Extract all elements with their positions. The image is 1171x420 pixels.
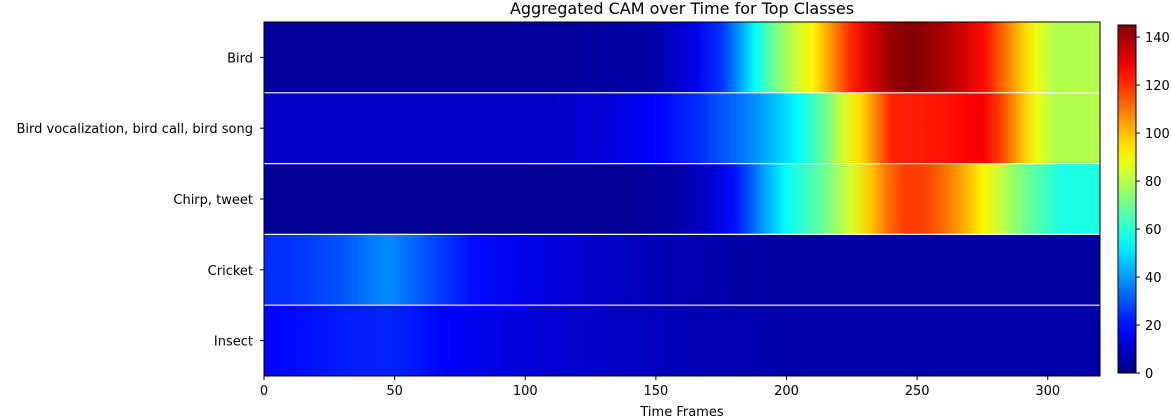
colorbar-tick-label: 60 <box>1145 223 1162 238</box>
heatmap-area <box>263 21 1101 377</box>
x-tick-label: 50 <box>386 384 403 399</box>
colorbar-tick-label: 120 <box>1145 79 1170 94</box>
heatmap-row <box>264 92 1100 164</box>
x-tick-label: 200 <box>774 384 799 399</box>
heatmap-row <box>264 234 1100 306</box>
x-axis-label: Time Frames <box>639 405 723 420</box>
colorbar-tick-label: 20 <box>1145 319 1162 334</box>
y-tick-label: Chirp, tweet <box>173 193 253 208</box>
y-tick-label: Bird vocalization, bird call, bird song <box>16 122 253 137</box>
colorbar-tick-label: 140 <box>1145 31 1170 46</box>
x-tick-label: 150 <box>643 384 668 399</box>
x-tick-label: 0 <box>260 384 268 399</box>
x-tick-label: 250 <box>905 384 930 399</box>
x-tick-label: 100 <box>513 384 538 399</box>
heatmap-row <box>264 305 1100 376</box>
heatmap-row <box>264 22 1100 93</box>
x-tick-label: 300 <box>1035 384 1060 399</box>
y-axis: Bird Bird vocalization, bird call, bird s… <box>16 51 264 350</box>
colorbar-gradient <box>1117 24 1137 374</box>
colorbar: 0 20 40 60 80 100 120 140 <box>1117 24 1170 382</box>
y-tick-label: Cricket <box>208 264 253 279</box>
heatmap-row <box>264 163 1100 235</box>
colorbar-tick-label: 40 <box>1145 271 1162 286</box>
chart-title: Aggregated CAM over Time for Top Classes <box>510 0 854 18</box>
x-axis: 0 50 100 150 200 250 300 <box>260 376 1060 399</box>
colorbar-tick-label: 0 <box>1145 367 1153 382</box>
colorbar-tick-label: 100 <box>1145 127 1170 142</box>
y-tick-label: Insect <box>214 335 253 350</box>
colorbar-tick-label: 80 <box>1145 175 1162 190</box>
y-tick-label: Bird <box>227 51 253 66</box>
